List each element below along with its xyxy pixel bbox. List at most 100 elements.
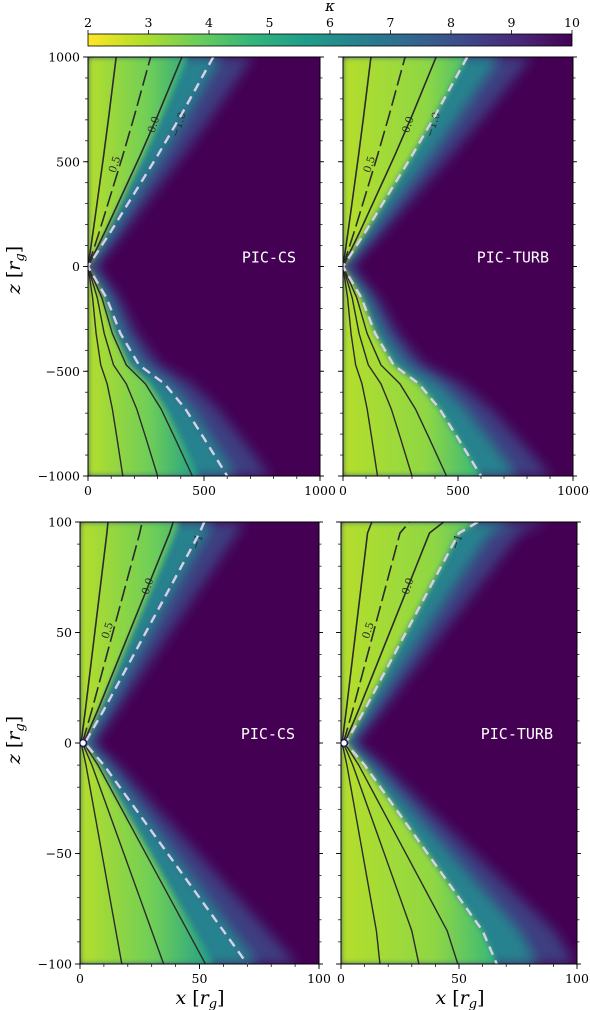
contour-line-lower xyxy=(342,742,420,964)
x-tick-label: 50 xyxy=(192,971,208,986)
jet-region xyxy=(88,57,200,476)
contour-line-upper xyxy=(82,522,174,744)
contour-line-upper xyxy=(343,57,406,267)
x-tick-label: 100 xyxy=(565,971,589,986)
contour-line-lower xyxy=(81,742,165,964)
y-tick-label: −500 xyxy=(46,364,80,379)
contour-line-upper xyxy=(343,57,372,267)
contour-line-upper xyxy=(342,522,411,744)
contour-label: −1 xyxy=(190,533,206,551)
y-tick-label: 1000 xyxy=(48,50,80,65)
colorbar-label: κ xyxy=(324,0,335,15)
dashed-boundary xyxy=(83,522,249,964)
colorbar-tick-label: 3 xyxy=(145,15,153,30)
origin-marker xyxy=(80,738,88,748)
contour-line-lower xyxy=(80,742,123,964)
contour-label: 0.0 xyxy=(146,115,163,135)
contour-line-upper xyxy=(343,57,437,267)
contour-label: −1 xyxy=(449,533,465,551)
y-axis-unit-r-top: r xyxy=(3,260,25,271)
y-axis-var-bottom: z xyxy=(3,753,25,765)
x-axis-unit-sub-right: g xyxy=(469,997,477,1010)
colorbar-tick-label: 7 xyxy=(387,15,395,30)
y-tick-label: 100 xyxy=(48,515,72,530)
contour-line-lower xyxy=(343,266,379,476)
colorbar-tick-label: 6 xyxy=(326,15,334,30)
heatmap: 0.50.0 −1.0 xyxy=(88,57,320,476)
contour-line-lower xyxy=(88,266,194,476)
heatmap: 0.50.0 −1.0 xyxy=(343,57,573,476)
contour-label: 0.0 xyxy=(400,577,417,597)
x-axis-var-left: x xyxy=(175,987,186,1009)
y-tick-label: 50 xyxy=(56,625,72,640)
origin-marker xyxy=(341,738,349,748)
x-tick-label: 500 xyxy=(192,483,216,498)
y-axis-var-top: z xyxy=(3,283,25,295)
dashed-boundary xyxy=(344,522,498,964)
contour-line-upper xyxy=(88,57,152,267)
x-axis-unit-r-left: r xyxy=(200,987,211,1009)
contour-line-upper xyxy=(88,57,183,267)
x-tick-label: 1000 xyxy=(557,483,589,498)
contour-label: 0.5 xyxy=(107,155,124,175)
contour-line-upper xyxy=(343,522,445,744)
colorbar-tick-label: 8 xyxy=(447,15,455,30)
x-tick-label: 0 xyxy=(76,971,84,986)
jet-region xyxy=(343,57,481,476)
y-tick-label: −100 xyxy=(38,957,72,972)
heatmap: 0.5 0.0 −1 xyxy=(80,522,319,964)
colorbar-tick-label: 4 xyxy=(205,15,213,30)
panel-label: PIC-CS xyxy=(241,725,295,743)
x-tick-label: 500 xyxy=(446,483,470,498)
panel-bottom-right: 0.5 0.0 −1 PIC-TURB 0 50 100 xyxy=(336,521,589,986)
panel-label: PIC-CS xyxy=(242,249,296,267)
heatmap: 0.5 0.0 −1 xyxy=(341,522,577,964)
contour-line-lower xyxy=(343,266,413,476)
contour-line-upper xyxy=(341,522,373,744)
y-tick-label: 0 xyxy=(64,736,72,751)
contour-line-lower xyxy=(88,266,159,476)
y-tick-label: 0 xyxy=(72,259,80,274)
x-tick-label: 0 xyxy=(337,971,345,986)
colorbar-tick-label: 10 xyxy=(564,15,580,30)
contour-line-upper xyxy=(81,522,143,744)
contour-line-lower xyxy=(88,266,124,476)
jet-region xyxy=(341,522,497,964)
contour-label: 0.0 xyxy=(140,577,157,597)
colorbar-gradient xyxy=(87,33,573,47)
colorbar-tick-label: 2 xyxy=(84,15,92,30)
x-axis-unit-sub-left: g xyxy=(209,997,217,1010)
contour-line-lower xyxy=(82,742,207,964)
x-tick-label: 0 xyxy=(339,483,347,498)
panel-label: PIC-TURB xyxy=(481,725,553,743)
y-axis-unit-sub-top: g xyxy=(13,253,28,261)
contour-line-upper xyxy=(88,57,117,267)
dashed-boundary xyxy=(343,57,483,476)
contour-label: 0.5 xyxy=(361,155,378,175)
x-tick-label: 1000 xyxy=(304,483,336,498)
x-tick-label: 100 xyxy=(307,971,331,986)
x-tick-label: 0 xyxy=(84,483,92,498)
colorbar: κ 2 3 4 5 6 7 8 9 10 xyxy=(84,0,580,47)
y-tick-label: −1000 xyxy=(38,469,80,484)
contour-label: 0.5 xyxy=(100,621,117,641)
contour-line-upper xyxy=(80,522,109,744)
colorbar-tick-label: 9 xyxy=(508,15,516,30)
y-tick-label: −50 xyxy=(46,846,72,861)
panel-label: PIC-TURB xyxy=(477,249,549,267)
y-axis-unit-r-bottom: r xyxy=(3,730,25,741)
colorbar-tick-label: 5 xyxy=(266,15,274,30)
x-axis-unit-r-right: r xyxy=(460,987,471,1009)
y-axis-unit-sub-bottom: g xyxy=(13,723,28,731)
panel-bottom-left: 0.5 0.0 −1 PIC-CS 0 50 100 −100 −50 0 50 100 xyxy=(38,515,331,987)
y-tick-label: 500 xyxy=(56,154,80,169)
x-axis-var-right: x xyxy=(435,987,446,1009)
colorbar-ticks: 2 3 4 5 6 7 8 9 10 xyxy=(84,15,580,34)
contour-label: 0.5 xyxy=(360,621,377,641)
y-axis-label-bottom: z [rg] xyxy=(3,716,28,765)
contour-line-lower xyxy=(343,266,448,476)
dashed-boundary xyxy=(88,57,229,476)
x-axis-label-right: x [rg] xyxy=(435,987,484,1010)
y-axis-label-top: z [rg] xyxy=(3,246,28,295)
